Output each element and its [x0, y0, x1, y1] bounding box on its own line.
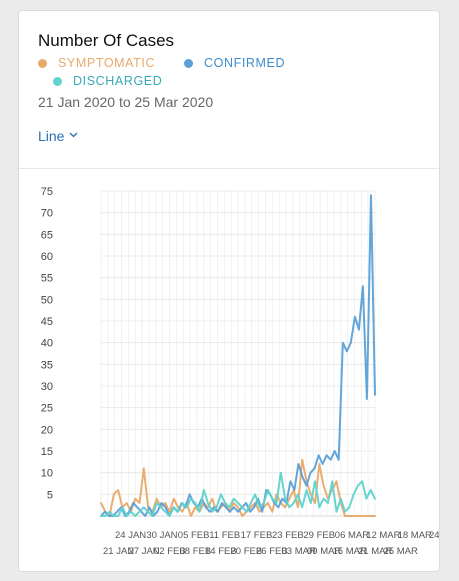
y-tick-label: 25 [41, 403, 53, 415]
x-tick-label: 27 JAN [129, 546, 160, 557]
y-tick-label: 55 [41, 273, 53, 285]
legend-label-symptomatic: SYMPTOMATIC [58, 56, 156, 70]
card-title: Number Of Cases [38, 31, 175, 50]
y-tick-label: 10 [41, 468, 53, 480]
y-tick-label: 50 [41, 294, 53, 306]
x-tick-label: 03 MAR [282, 546, 316, 557]
y-tick-label: 65 [41, 229, 53, 241]
series-line-discharged [100, 471, 376, 517]
x-tick-label: 05 FEB [178, 530, 210, 541]
legend-dot-discharged [53, 76, 62, 86]
legend-dot-confirmed [184, 58, 193, 68]
legend-item-confirmed[interactable]: CONFIRMED [184, 56, 285, 70]
legend-item-discharged[interactable]: DISCHARGED [53, 74, 162, 88]
x-tick-label: 02 FEB [154, 546, 186, 557]
x-tick-label: 17 FEB [241, 530, 273, 541]
x-tick-label: 24 MAR [429, 530, 439, 541]
x-tick-label: 30 JAN [146, 530, 177, 541]
cases-card: Number Of Cases SYMPTOMATIC CONFIRMED DI… [18, 10, 440, 572]
x-tick-label: 21 JAN [103, 546, 134, 557]
x-tick-label: 08 FEB [180, 546, 212, 557]
x-tick-label: 06 MAR [335, 530, 369, 541]
y-tick-label: 5 [47, 489, 53, 501]
date-range: 21 Jan 2020 to 25 Mar 2020 [38, 94, 214, 110]
y-tick-label: 75 [41, 186, 53, 198]
y-tick-label: 30 [41, 381, 53, 393]
y-tick-label: 35 [41, 359, 53, 371]
x-tick-label: 09 MAR [307, 546, 341, 557]
legend-dot-symptomatic [38, 58, 47, 68]
chart-type-dropdown[interactable]: Line [38, 128, 78, 144]
y-tick-label: 20 [41, 424, 53, 436]
series-line-confirmed [100, 194, 376, 517]
x-tick-label: 15 MAR [333, 546, 367, 557]
y-tick-label: 15 [41, 446, 53, 458]
x-tick-label: 25 MAR [384, 546, 418, 557]
line-chart: 5 10 15 20 25 30 35 40 45 50 55 60 65 70 75 24 JAN 30 JA… [41, 186, 439, 557]
card-header: Number Of Cases SYMPTOMATIC CONFIRMED DI… [19, 11, 439, 166]
y-tick-label: 70 [41, 208, 53, 220]
x-tick-label: 26 FEB [256, 546, 288, 557]
x-tick-label: 14 FEB [205, 546, 237, 557]
legend-label-confirmed: CONFIRMED [204, 56, 286, 70]
x-tick-label: 12 MAR [366, 530, 400, 541]
x-tick-label: 11 FEB [209, 530, 240, 541]
legend-label-discharged: DISCHARGED [73, 74, 163, 88]
x-tick-label: 20 FEB [231, 546, 263, 557]
y-tick-label: 45 [41, 316, 53, 328]
chevron-down-icon [70, 132, 78, 137]
y-tick-label: 60 [41, 251, 53, 263]
x-tick-label: 23 FEB [272, 530, 304, 541]
x-tick-label: 29 FEB [303, 530, 335, 541]
legend-item-symptomatic[interactable]: SYMPTOMATIC [38, 56, 155, 70]
header-divider [19, 168, 439, 169]
chart-type-label: Line [38, 128, 65, 144]
x-tick-label: 18 MAR [398, 530, 432, 541]
x-tick-label: 21 MAR [358, 546, 392, 557]
y-tick-label: 40 [41, 338, 53, 350]
x-tick-label: 24 JAN [115, 530, 146, 541]
